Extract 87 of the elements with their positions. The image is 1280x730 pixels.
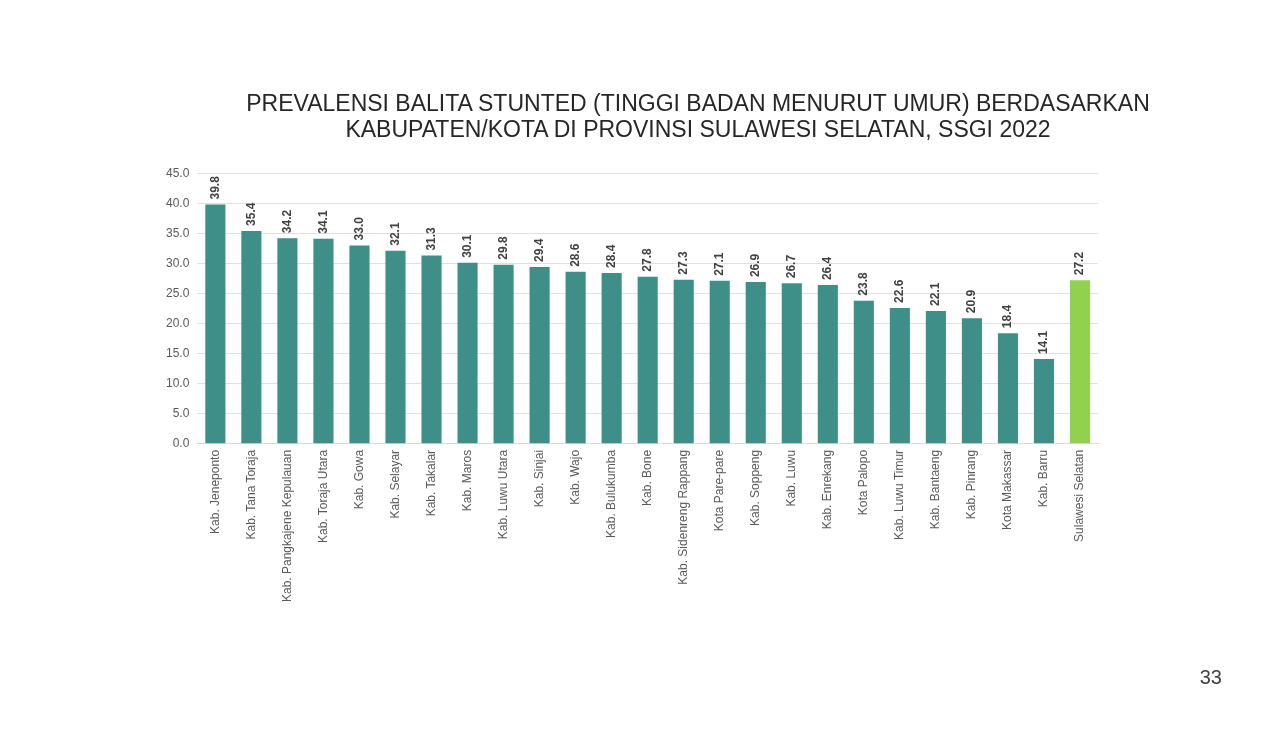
- data-label: 27.2: [1072, 251, 1087, 276]
- y-tick-label: 0.0: [172, 436, 190, 451]
- bar: [853, 300, 874, 444]
- x-tick-label: Kab. Enrekang: [820, 449, 835, 530]
- bar: [313, 238, 334, 444]
- x-tick-label: Kab. Jeneponto: [207, 449, 222, 534]
- data-label: 29.8: [495, 235, 510, 260]
- data-label: 27.8: [639, 247, 654, 272]
- data-label: 32.1: [387, 222, 402, 246]
- x-tick-label: Kota Palopo: [856, 449, 871, 516]
- bar: [745, 282, 766, 444]
- data-label: 18.4: [1000, 304, 1015, 329]
- data-label: 27.3: [676, 250, 691, 275]
- bar: [925, 310, 946, 444]
- x-tick-label: Kab. Barru: [1036, 449, 1051, 508]
- data-label: 29.4: [531, 238, 546, 263]
- x-tick-label: Kab. Bone: [639, 449, 654, 506]
- data-label: 14.1: [1036, 330, 1051, 355]
- data-label: 28.6: [567, 243, 582, 267]
- data-label: 23.8: [856, 272, 871, 296]
- data-label: 26.7: [784, 254, 799, 279]
- bar: [961, 318, 982, 444]
- bar: [1033, 359, 1055, 444]
- data-label: 22.6: [892, 279, 907, 303]
- x-tick-label: Kab. Selayar: [387, 449, 402, 519]
- data-label: 35.4: [243, 202, 258, 226]
- x-tick-label: Kab. Wajo: [567, 449, 582, 505]
- bar: [817, 285, 838, 444]
- x-tick-label: Kota Pare-pare: [712, 449, 727, 532]
- bar: [781, 283, 802, 444]
- y-tick-label: 45.0: [166, 165, 190, 180]
- x-tick-label: Kab. Maros: [459, 449, 474, 512]
- data-label: 26.4: [820, 256, 835, 281]
- bar: [421, 255, 442, 444]
- bar: [241, 230, 262, 444]
- data-label: 20.9: [964, 289, 979, 314]
- bar: [997, 333, 1018, 444]
- y-tick-label: 30.0: [166, 255, 190, 270]
- bar: [493, 264, 514, 444]
- x-tick-label: Kab. Bulukumba: [603, 449, 618, 538]
- bar: [349, 245, 370, 444]
- x-tick-label: Kab. Bantaeng: [928, 449, 943, 530]
- x-tick-label: Kab. Luwu Timur: [892, 449, 907, 540]
- bar: [565, 271, 586, 444]
- x-tick-label: Kota Makassar: [1000, 449, 1015, 530]
- bar: [889, 307, 910, 444]
- text: 33: [1199, 666, 1222, 689]
- data-label: 30.1: [459, 234, 474, 258]
- x-tick-label: Kab. Sinjai: [531, 449, 546, 508]
- data-label: 28.4: [603, 244, 618, 269]
- data-label: 39.8: [207, 175, 222, 200]
- bar: [529, 267, 550, 444]
- y-tick-label: 20.0: [166, 315, 190, 330]
- data-label: 34.1: [315, 210, 330, 234]
- y-tick-label: 40.0: [166, 195, 190, 210]
- y-tick-label: 10.0: [166, 376, 190, 391]
- x-tick-label: Kab. Pinrang: [964, 449, 979, 520]
- data-label: 34.2: [279, 209, 294, 234]
- bar: [205, 204, 226, 444]
- data-label: 33.0: [351, 216, 366, 241]
- x-tick-label: Kab. Pangkajene Kepulauan: [279, 449, 294, 603]
- bar: [637, 276, 658, 444]
- x-tick-label: Kab. Luwu Utara: [495, 449, 510, 540]
- bar: [385, 250, 406, 444]
- bar: [709, 280, 730, 444]
- y-tick-label: 35.0: [166, 225, 190, 240]
- data-label: 26.9: [748, 253, 763, 278]
- y-tick-label: 15.0: [166, 345, 190, 360]
- x-tick-label: Kab. Tana Toraja: [243, 449, 258, 540]
- bar: [673, 279, 694, 444]
- y-tick-label: 5.0: [172, 406, 190, 421]
- x-tick-label: Kab. Luwu: [784, 449, 799, 507]
- x-tick-label: Sulawesi Selatan: [1072, 449, 1087, 542]
- bar: [601, 273, 622, 444]
- x-tick-label: Kab. Gowa: [351, 449, 366, 510]
- bar: [277, 238, 298, 444]
- x-tick-label: Kab. Takalar: [423, 449, 438, 517]
- bar: [1069, 280, 1091, 444]
- data-label: 31.3: [423, 226, 438, 251]
- x-tick-label: Kab. Soppeng: [748, 449, 763, 526]
- x-tick-label: Kab. Sidenreng Rappang: [676, 449, 691, 585]
- data-label: 27.1: [712, 252, 727, 276]
- chart-title: PREVALENSI BALITA STUNTED (TINGGI BADAN MENURUT UMUR) BERDASARKAN KABUPATEN/KOTA DI PROVINSI SULAWESI SELATAN, SSGI 2022: [245, 90, 1151, 142]
- x-tick-label: Kab. Toraja Utara: [315, 449, 330, 544]
- y-tick-label: 25.0: [166, 285, 190, 300]
- data-label: 22.1: [928, 282, 943, 306]
- bar: [457, 262, 478, 444]
